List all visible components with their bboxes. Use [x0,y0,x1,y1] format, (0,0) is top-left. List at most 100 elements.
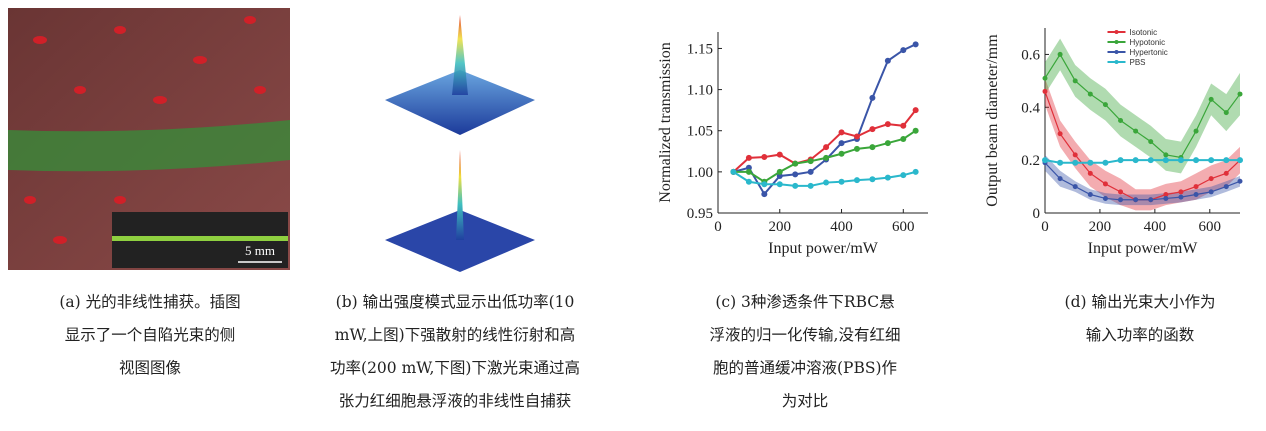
panel-a-image: 5 mm [8,8,290,270]
caption-line: (d) 输出光束大小作为 [1065,293,1216,311]
error-band [1045,154,1240,206]
point [853,145,860,152]
high-power-peak [456,150,464,240]
caption-line: (a) 光的非线性捕获。插图 [59,293,240,311]
caption-line: mW,上图)下强散射的线性衍射和高 [335,326,575,344]
point [1132,157,1139,164]
point [1102,195,1108,201]
x-tick-label: 0 [1041,219,1049,235]
point [1237,91,1243,97]
caption-line: 为对比 [782,392,829,410]
low-power-surface [385,70,535,135]
caption-line: 输入功率的函数 [1086,326,1195,344]
y-axis-title: Normalized transmission [657,42,674,202]
point [1118,189,1124,195]
y-tick-label: 1.00 [687,165,713,181]
point [912,127,919,134]
point [838,140,845,147]
point [745,154,752,161]
point [1057,131,1063,137]
point [869,176,876,183]
point [884,140,891,147]
point [792,160,799,167]
point [1223,170,1229,176]
point [900,47,907,54]
point [869,126,876,133]
point [900,172,907,179]
point [730,168,737,175]
legend-label: Hypotonic [1130,38,1166,47]
point [1072,78,1078,84]
point [1237,178,1243,184]
point [776,172,783,179]
point [1072,184,1078,190]
red-cells [24,16,266,244]
y-tick-label: 0.95 [687,206,713,222]
point [1072,159,1079,166]
legend-marker [1114,50,1119,54]
point [1178,189,1184,195]
point [807,168,814,175]
scale-label: 5 mm [245,243,275,258]
legend-marker [1114,40,1119,44]
point [1162,157,1169,164]
y-tick-label: 0 [1033,206,1041,222]
point [1087,159,1094,166]
y-tick-label: 0.6 [1021,47,1040,63]
point [853,177,860,184]
low-power-peak [452,15,468,95]
legend-label: PBS [1130,58,1146,67]
x-tick-label: 200 [769,219,792,235]
caption-line: 张力红细胞悬浮液的非线性自捕获 [339,392,572,410]
caption-line: 浮液的归一化传输,没有红细 [710,326,901,344]
point [912,41,919,48]
point [823,144,830,151]
point [900,122,907,129]
point [1118,197,1124,203]
point [823,179,830,186]
point [1042,75,1048,81]
point [1042,88,1048,94]
y-tick-label: 0.2 [1021,153,1040,169]
point [1072,152,1078,158]
point [761,181,768,188]
x-tick-label: 400 [1144,219,1167,235]
point [1193,192,1199,197]
trapped-cells [8,120,290,172]
inset-beam [112,236,288,241]
caption-line: 胞的普通缓冲溶液(PBS)作 [713,359,897,377]
x-tick-label: 400 [830,219,853,235]
point [1193,184,1199,190]
point [745,178,752,185]
point [1237,157,1243,164]
panel-b-plots [385,15,535,272]
point [869,144,876,151]
x-tick-label: 600 [1199,219,1222,235]
point [1057,159,1064,166]
high-power-surface [385,210,535,272]
point [884,57,891,64]
point [1118,118,1124,123]
legend-marker [1114,60,1119,64]
caption-line: 显示了一个自陷光束的侧 [65,326,236,344]
y-axis-title: Output beam diameter/mm [984,34,1001,207]
caption-line: (c) 3种渗透条件下RBC悬 [715,293,894,311]
point [1193,128,1199,134]
point [776,168,783,175]
x-tick-label: 0 [714,219,722,235]
point [1177,157,1184,164]
point [807,182,814,189]
point [807,158,814,165]
legend-label: Isotonic [1130,28,1158,37]
point [1102,102,1108,108]
point [1057,51,1063,57]
point [838,150,845,157]
caption-line: (b) 输出强度模式显示出低功率(10 [336,293,575,311]
point [1133,128,1139,134]
point [792,182,799,189]
point [823,154,830,161]
point [1102,159,1109,166]
point [900,135,907,142]
point [1208,96,1214,102]
